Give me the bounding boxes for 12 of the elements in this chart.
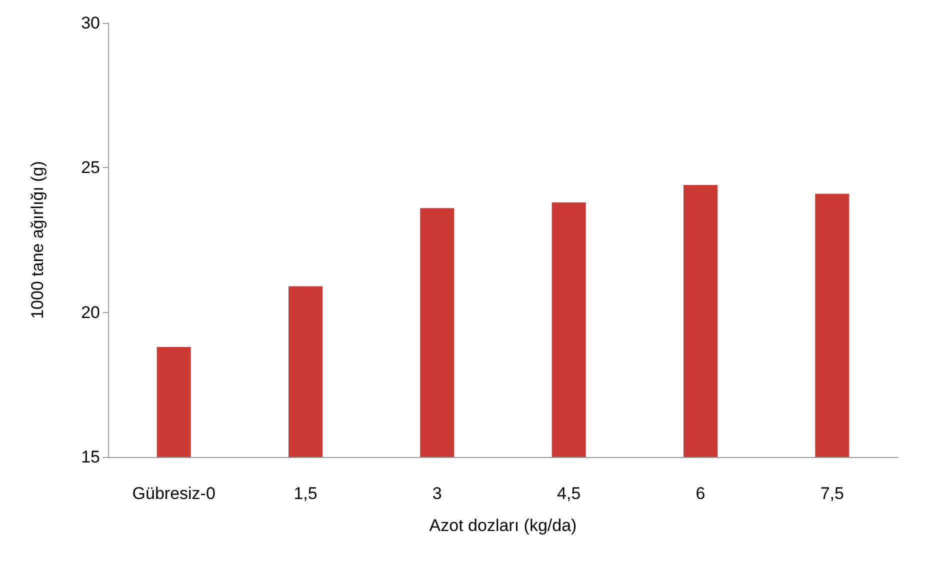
x-tick-label: 6 <box>696 484 706 503</box>
x-tick-label: 3 <box>432 484 442 503</box>
y-axis-title: 1000 tane ağırlığı (g) <box>28 161 47 319</box>
x-tick-label: 4,5 <box>557 484 581 503</box>
x-tick-label: 1,5 <box>294 484 318 503</box>
x-axis-title: Azot dozları (kg/da) <box>429 516 577 535</box>
y-tick-label: 20 <box>81 302 100 322</box>
y-tick-label: 15 <box>81 448 100 466</box>
y-tick-label: 30 <box>81 14 100 32</box>
x-tick-label: 7,5 <box>820 484 844 503</box>
x-tick-label: Gübresiz-0 <box>132 484 216 503</box>
y-tick-label: 25 <box>81 158 100 178</box>
